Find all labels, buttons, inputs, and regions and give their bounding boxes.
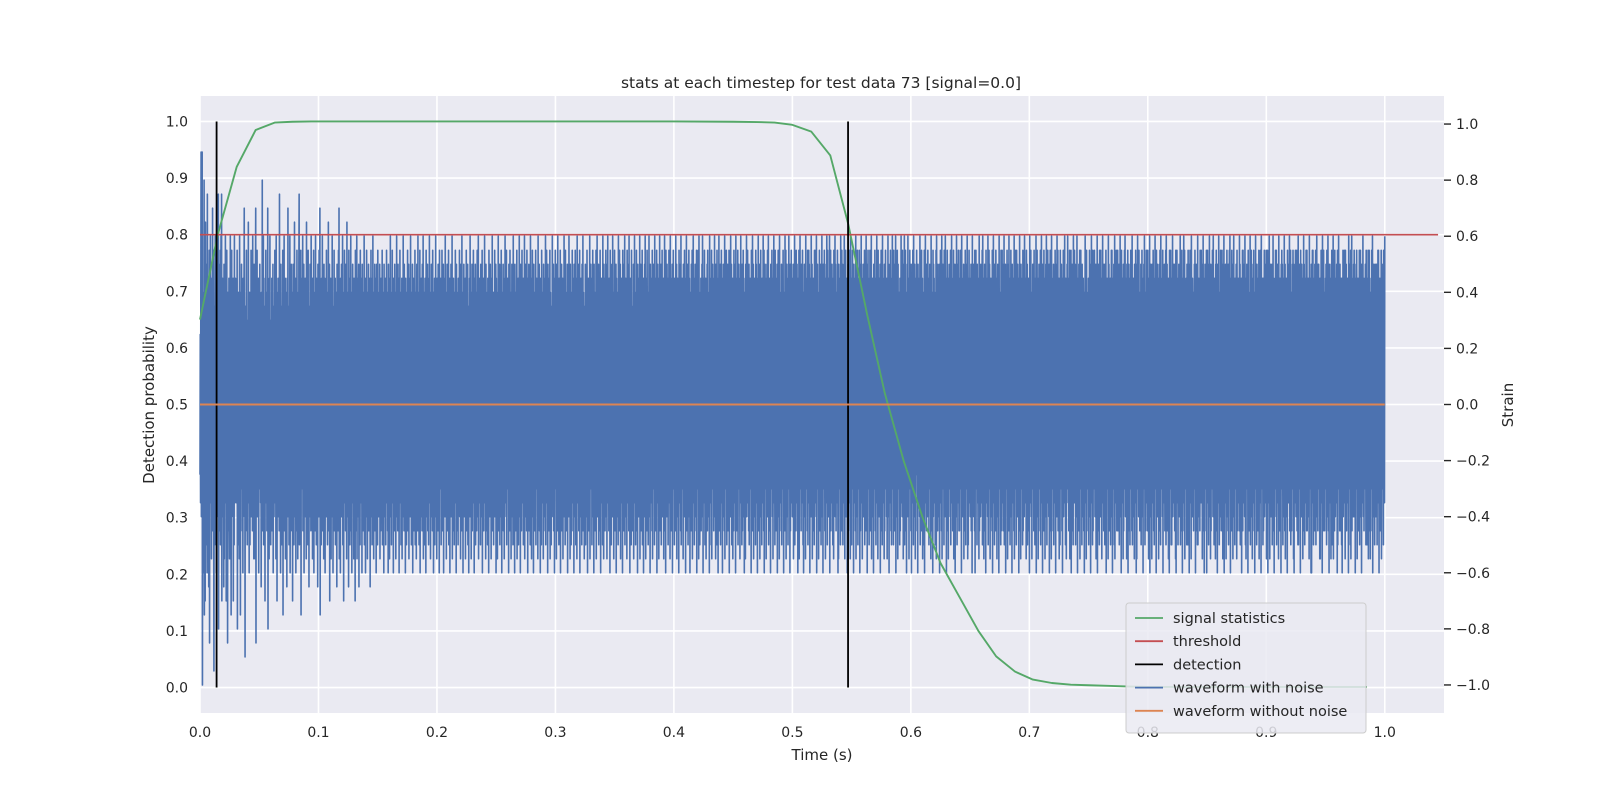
y-tick-label-5: 0.5	[166, 398, 188, 414]
x-tick-label-3: 0.3	[544, 725, 566, 741]
y2-tick-label-8: 0.6	[1456, 229, 1478, 245]
y2-tick-label-0: −1.0	[1456, 678, 1490, 694]
series-layer	[199, 120, 1439, 688]
y-tick-label-2: 0.2	[166, 567, 188, 583]
y2-tick-label-3: −0.4	[1456, 510, 1490, 526]
y2-tick-label-10: 1.0	[1456, 117, 1478, 133]
y-tick-label-9: 0.9	[166, 171, 188, 187]
x-tick-label-5: 0.5	[781, 725, 803, 741]
x-tick-label-10: 1.0	[1374, 725, 1396, 741]
legend-label-1: threshold	[1173, 634, 1241, 650]
y-tick-label-0: 0.0	[166, 681, 188, 697]
left-axis: 0.0 0.1 0.2 0.3 0.4 0.5 0.6 0.7 0.8 0.9 1.0	[166, 114, 188, 696]
x-tick-label-4: 0.4	[663, 725, 685, 741]
x-tick-label-7: 0.7	[1018, 725, 1040, 741]
y-tick-label-3: 0.3	[166, 511, 188, 527]
y-tick-label-10: 1.0	[166, 114, 188, 130]
legend-box	[1125, 602, 1367, 734]
x-tick-label-6: 0.6	[900, 725, 922, 741]
y-tick-label-1: 0.1	[166, 624, 188, 640]
series-signal-statistics	[199, 120, 1367, 688]
y2-tick-label-9: 0.8	[1456, 173, 1478, 189]
legend-label-3: waveform with noise	[1173, 681, 1324, 697]
legend-label-0: signal statistics	[1173, 611, 1285, 627]
x-tick-label-0: 0.0	[189, 725, 211, 741]
legend-label-4: waveform without noise	[1173, 704, 1347, 720]
legend-label-2: detection	[1173, 657, 1241, 673]
y-tick-label-4: 0.4	[166, 454, 188, 470]
y-tick-label-8: 0.8	[166, 228, 188, 244]
y2-tick-label-1: −0.8	[1456, 622, 1490, 638]
x-tick-label-2: 0.2	[426, 725, 448, 741]
y-axis-label: Detection probability	[140, 326, 158, 484]
y-tick-label-7: 0.7	[166, 284, 188, 300]
right-axis: −1.0 −0.8 −0.6 −0.4 −0.2 0.0 0.2 0.4 0.6 0.8 1.0	[1444, 117, 1490, 694]
y2-tick-label-4: −0.2	[1456, 454, 1490, 470]
y2-tick-label-2: −0.6	[1456, 566, 1490, 582]
y-tick-label-6: 0.6	[166, 341, 188, 357]
y2-tick-label-7: 0.4	[1456, 285, 1478, 301]
series-waveform-with-noise	[199, 151, 1386, 686]
legend: signal statistics threshold detection wavef…	[1125, 602, 1367, 734]
y2-tick-label-5: 0.0	[1456, 398, 1478, 414]
y2-axis-label: Strain	[1499, 383, 1517, 427]
y2-tick-label-6: 0.2	[1456, 341, 1478, 357]
x-axis-label: Time (s)	[791, 746, 853, 764]
chart-title: stats at each timestep for test data 73 …	[621, 74, 1021, 92]
x-tick-label-1: 0.1	[307, 725, 329, 741]
